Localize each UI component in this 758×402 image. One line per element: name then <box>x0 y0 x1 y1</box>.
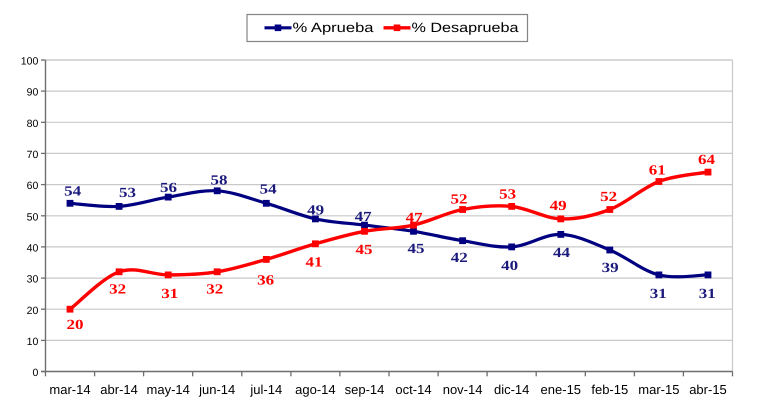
svg-text:54: 54 <box>260 183 277 198</box>
svg-text:49: 49 <box>550 199 567 214</box>
svg-text:53: 53 <box>499 188 516 203</box>
svg-text:31: 31 <box>161 287 178 302</box>
svg-text:54: 54 <box>64 185 81 200</box>
svg-text:60: 60 <box>27 180 39 192</box>
svg-text:39: 39 <box>602 261 619 276</box>
svg-text:20: 20 <box>27 305 39 317</box>
svg-text:30: 30 <box>27 274 39 286</box>
svg-text:36: 36 <box>257 273 274 288</box>
svg-text:50: 50 <box>27 211 39 223</box>
svg-text:47: 47 <box>406 211 423 226</box>
svg-text:58: 58 <box>211 174 228 189</box>
svg-text:40: 40 <box>27 243 39 255</box>
svg-text:90: 90 <box>27 87 39 99</box>
svg-text:20: 20 <box>67 318 84 333</box>
svg-text:% Desaprueba: % Desaprueba <box>412 20 520 35</box>
svg-text:52: 52 <box>600 190 617 205</box>
svg-text:abr-15: abr-15 <box>689 382 727 397</box>
svg-text:32: 32 <box>206 282 223 297</box>
svg-text:oct-14: oct-14 <box>395 382 431 397</box>
svg-text:jul-14: jul-14 <box>249 382 282 397</box>
svg-text:40: 40 <box>501 259 518 274</box>
svg-text:0: 0 <box>32 367 38 379</box>
svg-text:42: 42 <box>451 251 468 266</box>
svg-text:49: 49 <box>307 203 324 218</box>
svg-text:44: 44 <box>553 246 570 261</box>
svg-text:70: 70 <box>27 149 39 161</box>
svg-text:31: 31 <box>650 287 667 302</box>
svg-text:mar-15: mar-15 <box>638 382 679 397</box>
svg-text:dic-14: dic-14 <box>494 382 529 397</box>
svg-text:61: 61 <box>649 164 666 179</box>
svg-text:45: 45 <box>356 243 373 258</box>
svg-text:100: 100 <box>21 56 39 68</box>
svg-text:80: 80 <box>27 118 39 130</box>
svg-text:32: 32 <box>109 282 126 297</box>
svg-text:may-14: may-14 <box>147 382 190 397</box>
svg-text:feb-15: feb-15 <box>591 382 628 397</box>
svg-text:53: 53 <box>119 186 136 201</box>
svg-text:47: 47 <box>355 210 372 225</box>
svg-text:nov-14: nov-14 <box>443 382 483 397</box>
svg-text:52: 52 <box>451 192 468 207</box>
svg-text:41: 41 <box>306 256 323 271</box>
svg-text:64: 64 <box>698 153 715 168</box>
svg-text:abr-14: abr-14 <box>100 382 138 397</box>
svg-text:ago-14: ago-14 <box>295 382 335 397</box>
svg-text:31: 31 <box>699 287 716 302</box>
svg-text:10: 10 <box>27 336 39 348</box>
svg-text:56: 56 <box>160 181 177 196</box>
svg-text:mar-14: mar-14 <box>49 382 90 397</box>
svg-text:sep-14: sep-14 <box>345 382 385 397</box>
svg-text:jun-14: jun-14 <box>198 382 235 397</box>
svg-text:45: 45 <box>408 242 425 257</box>
svg-text:ene-15: ene-15 <box>541 382 581 397</box>
svg-text:% Aprueba: % Aprueba <box>293 20 375 35</box>
